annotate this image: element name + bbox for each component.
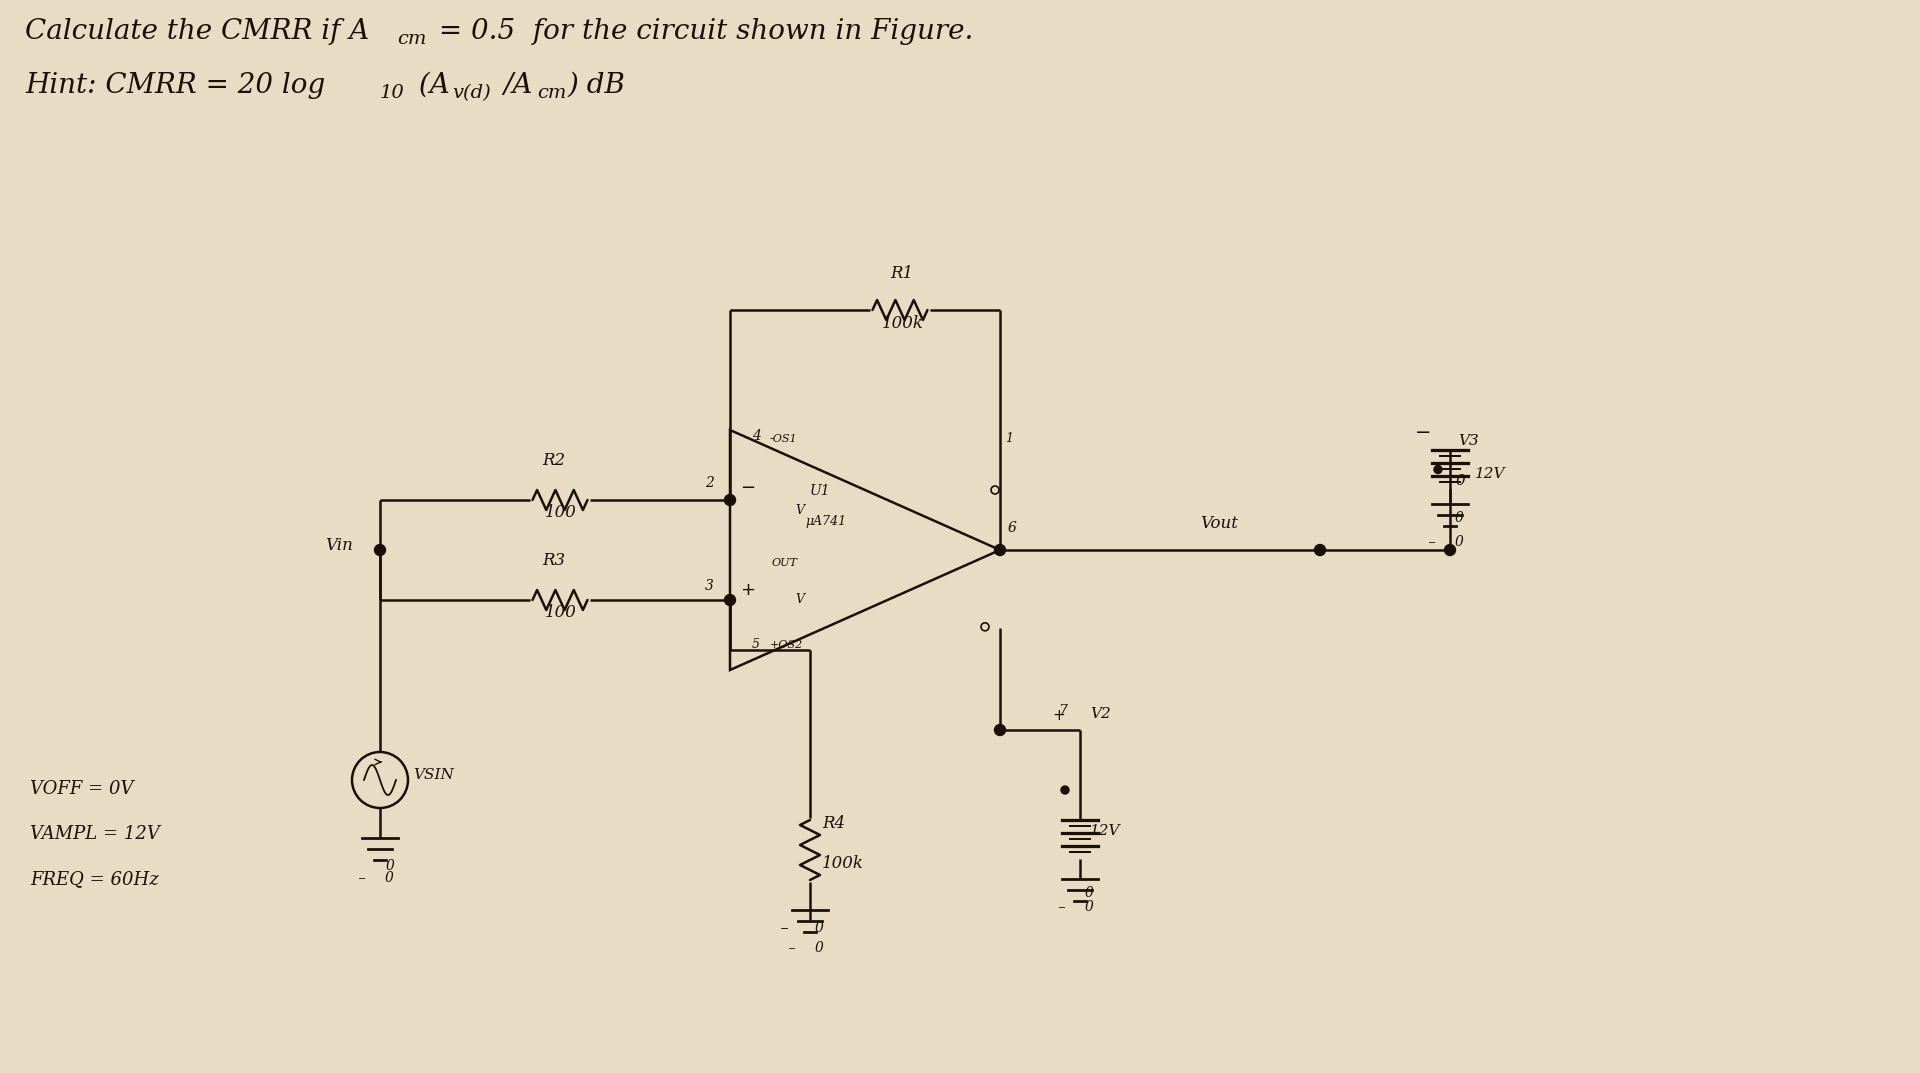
Text: 100k: 100k [881, 315, 924, 332]
Text: 7: 7 [1058, 704, 1068, 718]
Text: +OS2: +OS2 [770, 640, 803, 650]
Text: -OS1: -OS1 [770, 433, 797, 444]
Circle shape [1315, 544, 1325, 556]
Text: cm: cm [538, 84, 566, 102]
Text: Vout: Vout [1200, 515, 1238, 532]
Circle shape [995, 544, 1006, 556]
Text: 0: 0 [1085, 886, 1094, 900]
Text: μA741: μA741 [804, 515, 847, 528]
Text: Calculate the CMRR if A: Calculate the CMRR if A [25, 18, 369, 45]
Circle shape [1444, 544, 1455, 556]
Text: 0: 0 [1455, 511, 1463, 525]
Text: −: − [787, 944, 797, 954]
Text: −: − [739, 479, 755, 497]
Text: 0: 0 [386, 859, 396, 873]
Text: 10: 10 [380, 84, 405, 102]
Text: /A: /A [503, 72, 532, 99]
Text: V: V [795, 593, 804, 606]
Text: V2: V2 [1091, 707, 1112, 721]
Text: R1: R1 [891, 265, 914, 282]
Text: 100: 100 [545, 604, 576, 621]
Text: U1: U1 [810, 484, 831, 498]
Text: −: − [1058, 903, 1066, 913]
Text: 0: 0 [814, 921, 824, 935]
Text: VAMPL = 12V: VAMPL = 12V [31, 825, 159, 843]
Text: 0: 0 [386, 871, 394, 885]
Circle shape [374, 544, 386, 556]
Circle shape [724, 594, 735, 605]
Text: 0: 0 [814, 941, 824, 955]
Text: FREQ = 60Hz: FREQ = 60Hz [31, 870, 159, 888]
Text: +: + [1052, 708, 1066, 723]
Text: R3: R3 [541, 552, 564, 569]
Text: −: − [1428, 538, 1436, 548]
Text: VOFF = 0V: VOFF = 0V [31, 780, 134, 798]
Text: 1: 1 [1004, 432, 1014, 445]
Text: 0: 0 [1455, 474, 1465, 488]
Text: V3: V3 [1457, 433, 1478, 449]
Text: V: V [795, 504, 804, 517]
Text: 2: 2 [705, 476, 714, 490]
Text: 100: 100 [545, 504, 576, 521]
Text: 5: 5 [753, 638, 760, 651]
Text: +: + [739, 580, 755, 599]
Text: v(d): v(d) [451, 84, 492, 102]
Text: 0: 0 [1085, 900, 1094, 914]
Text: VSIN: VSIN [413, 768, 453, 782]
Text: 6: 6 [1008, 521, 1018, 535]
Text: = 0.5  for the circuit shown in Figure.: = 0.5 for the circuit shown in Figure. [430, 18, 973, 45]
Text: Hint: CMRR = 20 log: Hint: CMRR = 20 log [25, 72, 324, 99]
Circle shape [724, 495, 735, 505]
Text: 100k: 100k [822, 855, 864, 872]
Text: 3: 3 [705, 579, 714, 593]
Text: R2: R2 [541, 452, 564, 469]
Text: 4: 4 [753, 429, 760, 443]
Text: Vin: Vin [324, 536, 353, 554]
Text: 0: 0 [1455, 535, 1463, 549]
Circle shape [995, 724, 1006, 735]
Text: R4: R4 [822, 815, 845, 832]
Circle shape [1062, 787, 1069, 794]
Text: 12V: 12V [1091, 824, 1121, 838]
Text: (A: (A [411, 72, 449, 99]
Text: 12V: 12V [1475, 467, 1505, 481]
Circle shape [1434, 466, 1442, 473]
Text: OUT: OUT [772, 558, 799, 568]
Text: −: − [780, 924, 789, 934]
Text: −: − [1415, 423, 1432, 442]
Text: cm: cm [397, 30, 426, 48]
Text: −: − [357, 874, 367, 884]
Text: ) dB: ) dB [566, 72, 624, 99]
